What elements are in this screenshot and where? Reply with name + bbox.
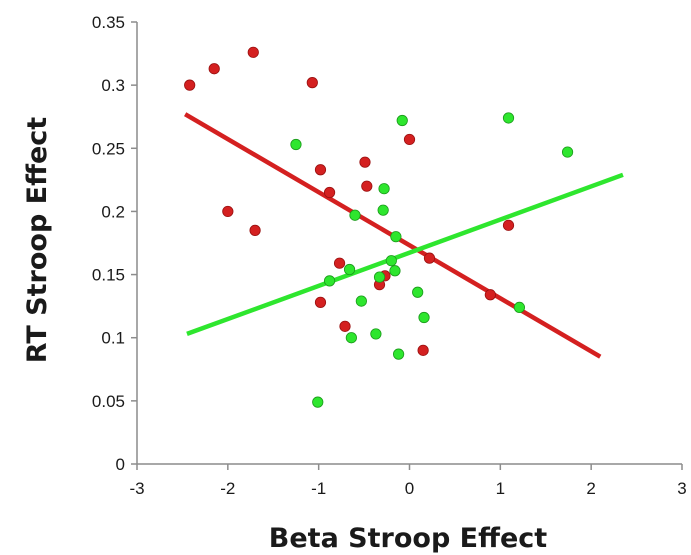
- data-point-series-1: [417, 344, 429, 356]
- y-tick-label: 0.1: [101, 329, 125, 348]
- y-tick-label: 0.35: [92, 13, 125, 32]
- data-point-series-1: [247, 46, 259, 58]
- data-point-series-2: [345, 332, 357, 344]
- data-point-series-2: [377, 204, 389, 216]
- x-tick-label: 2: [586, 479, 595, 498]
- data-point-series-2: [355, 295, 367, 307]
- data-point-series-2: [502, 112, 515, 124]
- trend-line-2: [186, 172, 624, 337]
- data-point-series-2: [385, 255, 397, 267]
- data-point-series-1: [423, 252, 436, 264]
- x-tick-label: -2: [220, 479, 235, 498]
- data-point-series-1: [502, 219, 515, 231]
- data-point-series-2: [513, 301, 526, 314]
- data-point-series-1: [361, 180, 373, 192]
- data-point-series-2: [561, 146, 574, 158]
- data-point-series-2: [373, 271, 386, 283]
- plot-area: -3 -2 -1 0 1 2 3 0 0.05 0.1 0.15 0.2 0.25 0.3 0.35: [92, 13, 687, 498]
- x-tick-label: 1: [496, 479, 505, 498]
- y-tick-label: 0.3: [101, 76, 125, 95]
- x-tick-label: 3: [677, 479, 686, 498]
- data-point-series-1: [359, 156, 371, 168]
- data-point-series-1: [222, 205, 234, 218]
- data-point-series-1: [249, 224, 261, 236]
- data-point-series-1: [184, 79, 196, 91]
- data-point-series-2: [312, 396, 324, 408]
- y-axis-title: RT Stroop Effect: [22, 117, 53, 364]
- data-point-series-2: [290, 138, 302, 151]
- data-point-series-2: [396, 114, 408, 127]
- data-point-series-1: [314, 296, 327, 308]
- data-point-series-2: [370, 328, 382, 340]
- data-point-series-1: [339, 320, 351, 332]
- data-point-series-2: [412, 286, 424, 298]
- data-point-series-2: [378, 183, 390, 195]
- data-point-series-2: [392, 348, 405, 360]
- y-tick-label: 0.2: [101, 202, 125, 221]
- data-point-series-2: [418, 311, 430, 324]
- x-axis-title: Beta Stroop Effect: [269, 523, 548, 554]
- data-point-series-2: [343, 263, 356, 276]
- data-point-series-1: [306, 77, 318, 89]
- data-point-series-1: [208, 63, 220, 75]
- data-point-series-1: [484, 289, 496, 301]
- x-tick-label: -3: [129, 479, 144, 498]
- data-point-series-2: [390, 231, 402, 243]
- y-tick-label: 0.25: [92, 139, 125, 158]
- data-point-series-2: [323, 275, 336, 287]
- data-point-series-2: [389, 265, 401, 277]
- y-tick-label: 0.15: [92, 266, 125, 285]
- data-point-series-1: [403, 133, 416, 146]
- data-point-series-1: [314, 164, 327, 176]
- data-point-series-1: [323, 186, 336, 199]
- x-tick-label: -1: [311, 479, 326, 498]
- x-tick-label: 0: [405, 479, 414, 498]
- data-point-series-1: [333, 257, 346, 269]
- y-tick-label: 0.05: [92, 392, 125, 411]
- y-tick-label: 0: [116, 455, 125, 474]
- data-point-series-2: [349, 209, 361, 221]
